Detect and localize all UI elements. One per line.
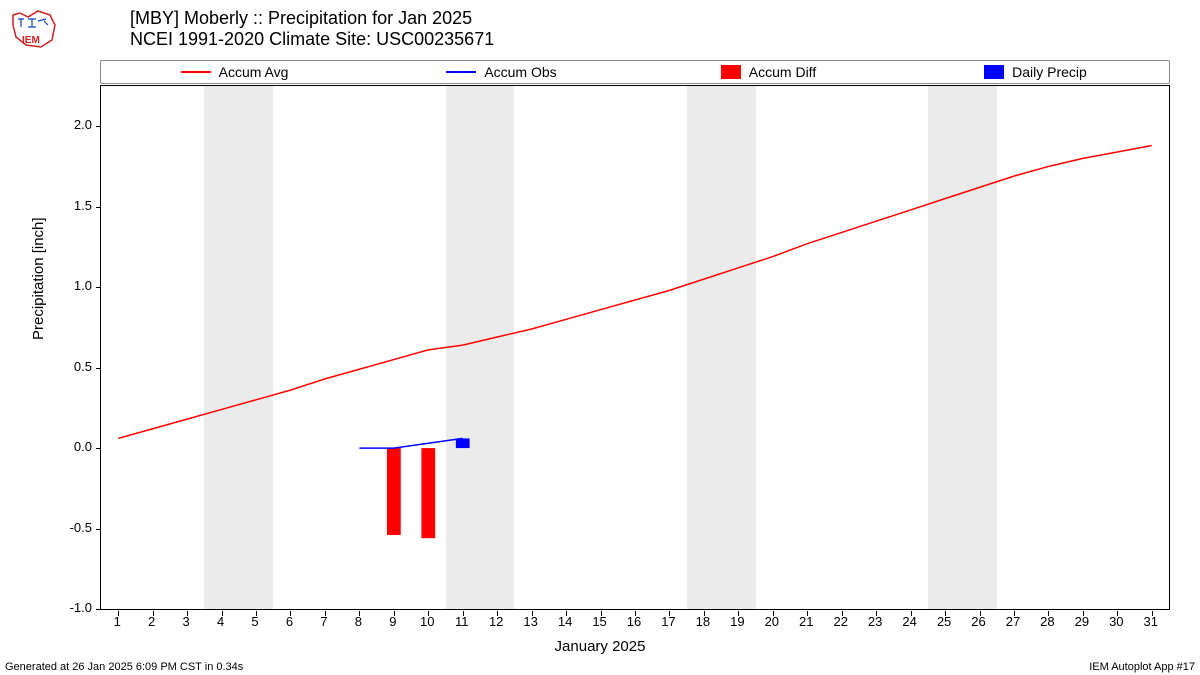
xtick-label: 27 — [1003, 614, 1023, 629]
plot-area — [100, 85, 1170, 610]
bar — [456, 438, 470, 448]
ytick-mark — [96, 126, 101, 127]
xtick-label: 24 — [900, 614, 920, 629]
xtick-label: 10 — [417, 614, 437, 629]
xtick-label: 31 — [1141, 614, 1161, 629]
xtick-label: 3 — [176, 614, 196, 629]
xtick-label: 17 — [658, 614, 678, 629]
ytick-label: -1.0 — [62, 600, 92, 615]
bar — [421, 448, 435, 538]
series-line — [359, 438, 462, 448]
xtick-label: 28 — [1037, 614, 1057, 629]
legend-item: Accum Obs — [368, 64, 635, 80]
x-axis-label: January 2025 — [0, 638, 1200, 655]
xtick-label: 5 — [245, 614, 265, 629]
ytick-label: 0.5 — [62, 359, 92, 374]
xtick-label: 23 — [865, 614, 885, 629]
xtick-label: 8 — [348, 614, 368, 629]
legend-label: Daily Precip — [1012, 64, 1087, 80]
ytick-label: 1.5 — [62, 198, 92, 213]
xtick-label: 4 — [211, 614, 231, 629]
ytick-mark — [96, 368, 101, 369]
xtick-label: 1 — [107, 614, 127, 629]
xtick-label: 18 — [693, 614, 713, 629]
xtick-label: 11 — [452, 614, 472, 629]
ytick-mark — [96, 529, 101, 530]
legend: Accum Avg Accum Obs Accum Diff Daily Precip — [100, 60, 1170, 84]
xtick-label: 22 — [831, 614, 851, 629]
ytick-label: 0.0 — [62, 439, 92, 454]
legend-item: Accum Avg — [101, 64, 368, 80]
ytick-label: 2.0 — [62, 117, 92, 132]
xtick-label: 29 — [1072, 614, 1092, 629]
ytick-label: 1.0 — [62, 278, 92, 293]
xtick-label: 12 — [486, 614, 506, 629]
xtick-label: 14 — [555, 614, 575, 629]
xtick-label: 15 — [590, 614, 610, 629]
legend-label: Accum Diff — [749, 64, 816, 80]
footer-generated: Generated at 26 Jan 2025 6:09 PM CST in … — [5, 661, 243, 673]
ytick-mark — [96, 448, 101, 449]
ytick-label: -0.5 — [62, 520, 92, 535]
xtick-label: 7 — [314, 614, 334, 629]
legend-swatch — [721, 65, 741, 79]
legend-item: Daily Precip — [902, 64, 1169, 80]
chart-title: [MBY] Moberly :: Precipitation for Jan 2… — [130, 8, 494, 50]
xtick-label: 6 — [279, 614, 299, 629]
xtick-label: 21 — [796, 614, 816, 629]
xtick-label: 19 — [727, 614, 747, 629]
title-line-2: NCEI 1991-2020 Climate Site: USC00235671 — [130, 29, 494, 50]
legend-swatch — [446, 71, 476, 73]
xtick-label: 20 — [762, 614, 782, 629]
legend-item: Accum Diff — [635, 64, 902, 80]
bar — [387, 448, 401, 535]
legend-swatch — [181, 71, 211, 73]
ytick-mark — [96, 287, 101, 288]
svg-text:IEM: IEM — [22, 35, 40, 46]
y-axis-label: Precipitation [inch] — [30, 217, 47, 340]
xtick-label: 16 — [624, 614, 644, 629]
series-line — [118, 146, 1152, 439]
footer-app: IEM Autoplot App #17 — [1089, 661, 1195, 673]
xtick-label: 2 — [142, 614, 162, 629]
xtick-label: 25 — [934, 614, 954, 629]
xtick-label: 13 — [521, 614, 541, 629]
legend-label: Accum Obs — [484, 64, 556, 80]
iem-logo: IEM — [8, 5, 58, 50]
xtick-label: 26 — [969, 614, 989, 629]
xtick-label: 30 — [1106, 614, 1126, 629]
chart-container: IEM [MBY] Moberly :: Precipitation for J… — [0, 0, 1200, 675]
legend-label: Accum Avg — [219, 64, 289, 80]
title-line-1: [MBY] Moberly :: Precipitation for Jan 2… — [130, 8, 494, 29]
legend-swatch — [984, 65, 1004, 79]
ytick-mark — [96, 207, 101, 208]
ytick-mark — [96, 609, 101, 610]
xtick-label: 9 — [383, 614, 403, 629]
